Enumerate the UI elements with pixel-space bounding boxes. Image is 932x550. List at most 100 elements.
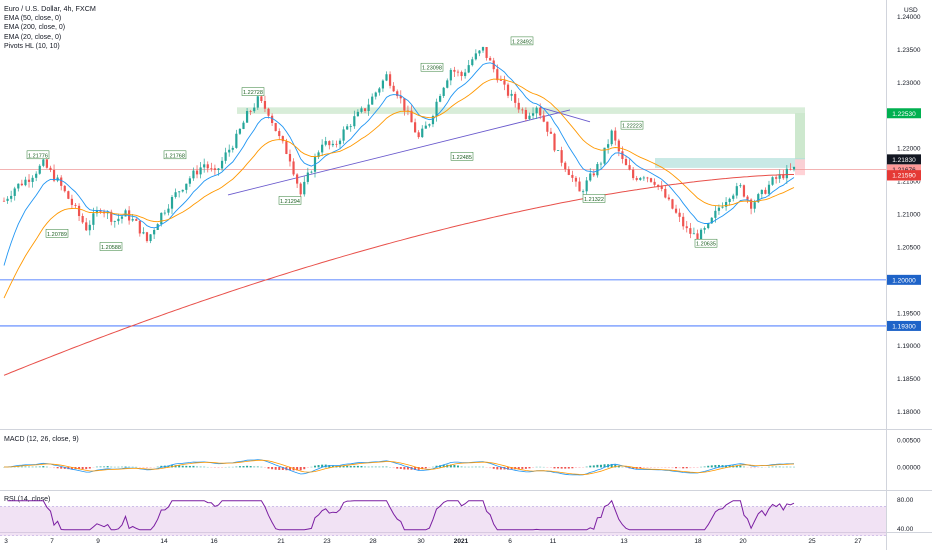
candle-body — [446, 80, 449, 88]
macd-histogram-bar — [253, 466, 256, 468]
candle-body — [742, 185, 746, 197]
macd-histogram-bar — [99, 466, 102, 468]
candle-body — [460, 71, 463, 77]
macd-tick-label: 0.00000 — [897, 465, 921, 472]
candle-body — [310, 171, 313, 173]
macd-histogram-bar — [596, 464, 599, 468]
macd-histogram-bar — [474, 466, 477, 468]
candle-body — [546, 121, 549, 132]
macd-histogram-bar — [403, 467, 406, 470]
candle-body — [682, 216, 685, 227]
pivot-label-box — [278, 196, 302, 205]
macd-histogram-bar — [589, 465, 592, 468]
indicator-ema20-label[interactable]: EMA (20, close, 0) — [4, 33, 62, 41]
macd-histogram-bar — [313, 465, 316, 468]
pivot-label-box — [694, 238, 718, 248]
macd-histogram-bar — [181, 465, 184, 468]
macd-histogram-bar — [242, 466, 245, 468]
macd-histogram-bar — [78, 467, 81, 470]
macd-histogram-bar — [478, 466, 481, 468]
macd-histogram-bar — [707, 465, 710, 468]
candle-body — [274, 123, 277, 132]
macd-histogram-bar — [367, 466, 370, 468]
macd-histogram-bar — [464, 466, 467, 468]
ema50-line — [3, 78, 795, 299]
macd-histogram-bar — [489, 467, 492, 469]
macd-histogram-bar — [492, 467, 495, 469]
candle-body — [760, 189, 763, 195]
macd-histogram-bar — [374, 466, 377, 468]
candle-body — [435, 101, 438, 117]
candle-body — [188, 178, 191, 184]
candle-body — [299, 183, 302, 195]
macd-histogram-bar — [521, 467, 524, 469]
indicator-ema200-label[interactable]: EMA (200, close, 0) — [4, 24, 66, 31]
price-badge — [887, 108, 921, 119]
macd-histogram-bar — [467, 466, 470, 468]
pivot-label: 1.21768 — [165, 153, 185, 159]
candle-body — [70, 198, 74, 205]
candle-body — [728, 198, 731, 203]
symbol-title[interactable]: Euro / U.S. Dollar, 4h, FXCM — [4, 4, 96, 13]
macd-histogram-bar — [742, 466, 745, 468]
pivot-label-box — [45, 229, 69, 238]
pivot-label: 1.20588 — [101, 245, 121, 251]
candle-body — [617, 140, 620, 152]
macd-histogram-bar — [471, 466, 474, 468]
candle-body — [35, 173, 38, 178]
macd-histogram-bar — [346, 465, 349, 468]
macd-histogram-bar — [431, 466, 434, 468]
macd-histogram-bar — [342, 465, 345, 468]
macd-histogram-bar — [221, 467, 224, 468]
macd-histogram-bar — [460, 466, 463, 468]
pivot-label: 1.23098 — [422, 66, 442, 72]
candle-body — [306, 172, 309, 182]
indicator-ema50-label[interactable]: EMA (50, close, 0) — [4, 14, 62, 22]
candle-body — [124, 210, 127, 217]
macd-histogram-bar — [657, 467, 660, 468]
macd-histogram-bar — [56, 467, 59, 469]
macd-histogram-bar — [149, 467, 152, 468]
rsi-legend[interactable]: RSI (14, close) — [4, 496, 51, 503]
indicator-pivots-label[interactable]: Pivots HL (10, 10) — [4, 43, 60, 50]
candle-body — [228, 149, 231, 153]
candle-body — [120, 216, 124, 219]
price-badge — [887, 154, 921, 165]
candle-body — [689, 228, 692, 234]
candle-body — [560, 150, 563, 163]
macd-histogram-bar — [246, 465, 249, 468]
candle-body — [464, 72, 467, 77]
macd-histogram-bar — [188, 465, 191, 468]
price-tick-label: 1.20500 — [897, 244, 921, 251]
candle-body — [324, 141, 327, 145]
macd-histogram-bar — [524, 467, 527, 469]
macd-histogram-bar — [496, 467, 499, 470]
candle-body — [220, 160, 224, 169]
candle-body — [499, 80, 502, 81]
macd-histogram-bar — [145, 467, 148, 469]
entry-zone — [655, 158, 805, 168]
macd-histogram-bar — [392, 467, 395, 469]
candle-body — [17, 183, 20, 189]
macd-histogram-bar — [571, 467, 574, 469]
macd-histogram-bar — [299, 467, 302, 471]
candle-body — [692, 233, 696, 235]
candle-body — [170, 196, 174, 209]
rsi-tick-label: 40.00 — [897, 526, 914, 533]
candle-body — [542, 115, 545, 122]
macd-histogram-bar — [70, 467, 73, 470]
candle-body — [642, 177, 645, 179]
candle-body — [453, 69, 456, 72]
macd-histogram-bar — [238, 466, 241, 468]
macd-histogram-bar — [31, 466, 34, 468]
macd-legend[interactable]: MACD (12, 26, close, 9) — [4, 436, 79, 443]
candle-body — [735, 186, 738, 196]
macd-histogram-bar — [131, 466, 134, 468]
macd-histogram-bar — [435, 465, 438, 468]
macd-histogram-bar — [142, 467, 145, 468]
candle-body — [185, 183, 188, 190]
macd-histogram-bar — [692, 467, 695, 468]
candle-body — [503, 80, 506, 85]
price-badge-label: 1.21590 — [892, 173, 916, 180]
